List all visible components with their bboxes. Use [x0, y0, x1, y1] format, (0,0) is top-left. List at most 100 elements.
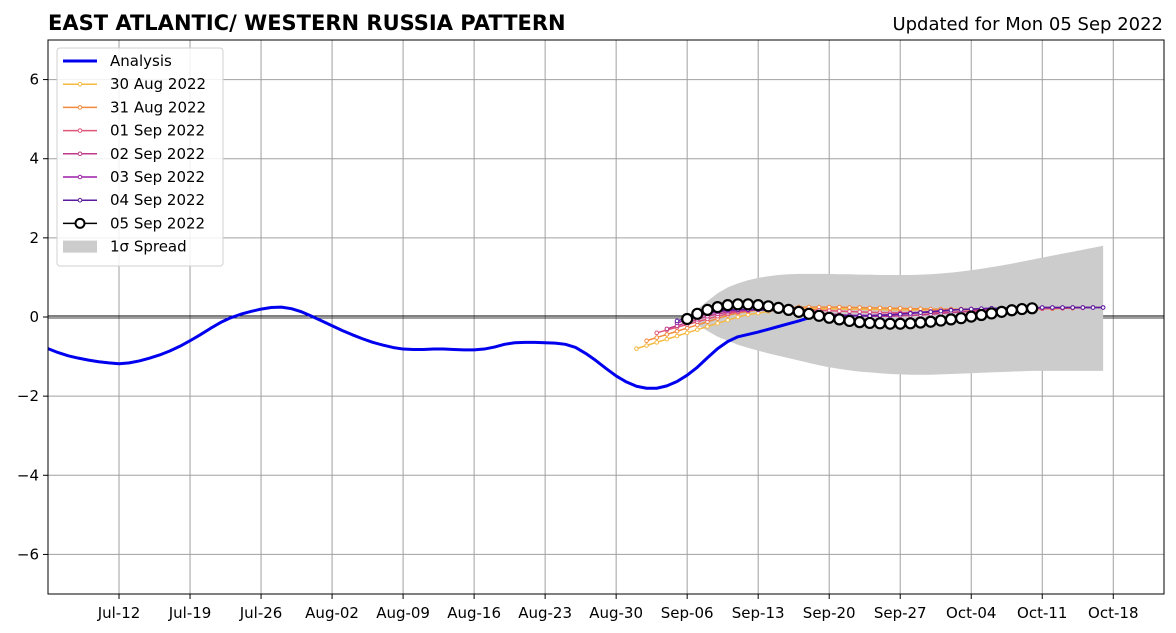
x-tick-label: Jul-19	[168, 604, 212, 622]
legend-entry: 31 Aug 2022	[63, 98, 206, 116]
legend-label: 1σ Spread	[110, 238, 187, 256]
legend-label: 02 Sep 2022	[110, 145, 205, 163]
forecast-point	[644, 343, 649, 348]
forecast-point	[914, 316, 927, 329]
legend-marker	[77, 81, 83, 87]
forecast-point	[715, 321, 720, 326]
forecast-point	[1026, 302, 1039, 315]
forecast-point	[857, 309, 862, 315]
x-tick-label: Sep-06	[661, 604, 714, 622]
forecast-point	[725, 317, 731, 323]
forecast-point	[691, 307, 704, 320]
forecast-point	[1050, 305, 1055, 310]
forecast-point	[833, 313, 846, 326]
forecast-point	[837, 304, 842, 310]
forecast-point	[877, 313, 883, 318]
x-tick-label: Aug-23	[518, 604, 572, 622]
legend-swatch	[63, 240, 97, 253]
series-layer	[47, 298, 1106, 390]
legend-label: 05 Sep 2022	[110, 214, 205, 232]
legend-marker	[77, 105, 83, 110]
forecast-point	[654, 335, 660, 340]
y-tick-label: 2	[29, 229, 39, 247]
legend-entry: 05 Sep 2022	[63, 214, 205, 232]
forecast-point	[908, 306, 913, 311]
x-tick-label: Aug-30	[589, 604, 643, 622]
legend-label: 30 Aug 2022	[110, 75, 206, 93]
forecast-point	[826, 304, 832, 310]
legend-label: 31 Aug 2022	[110, 98, 206, 116]
legend-entry: 30 Aug 2022	[63, 75, 206, 93]
forecast-point	[634, 346, 639, 351]
legend-entry: 01 Sep 2022	[63, 122, 205, 140]
forecast-point	[1100, 305, 1106, 310]
forecast-point	[674, 328, 680, 334]
legend-marker	[74, 217, 86, 229]
forecast-point	[894, 317, 907, 330]
forecast-point	[853, 316, 866, 329]
forecast-point	[644, 338, 649, 344]
forecast-point	[772, 301, 785, 314]
forecast-point	[843, 314, 856, 328]
forecast-point	[944, 313, 958, 326]
legend-entry: 04 Sep 2022	[63, 191, 205, 209]
forecast-point	[877, 305, 883, 311]
forecast-point	[904, 317, 917, 330]
x-tick-label: Oct-11	[1017, 604, 1067, 622]
forecast-point	[701, 303, 714, 316]
forecast-point	[695, 327, 700, 332]
forecast-point	[887, 312, 893, 318]
forecast-point	[812, 309, 826, 322]
legend-entry: Analysis	[63, 52, 172, 70]
forecast-point	[1070, 305, 1075, 310]
forecast-point	[924, 315, 937, 328]
forecast-point	[883, 317, 897, 330]
forecast-point	[792, 305, 805, 318]
legend-marker	[77, 151, 83, 157]
forecast-point	[938, 308, 944, 314]
forecast-point	[802, 307, 816, 320]
forecast-point	[741, 298, 755, 311]
forecast-point	[847, 305, 852, 310]
forecast-point	[873, 317, 887, 330]
forecast-series	[681, 298, 1039, 330]
forecast-point	[958, 307, 964, 312]
legend-marker	[77, 197, 83, 203]
tick-labels: Jul-12 Jul-19 Jul-26 Aug-02 Aug-09 Aug-16 Aug-…	[17, 71, 1139, 622]
forecast-point	[664, 336, 670, 342]
forecast-point	[918, 310, 923, 315]
forecast-point	[863, 316, 876, 330]
legend-label: Analysis	[110, 52, 172, 70]
legend-entry: 02 Sep 2022	[63, 145, 205, 163]
forecast-point	[1060, 305, 1065, 310]
x-tick-label: Aug-09	[376, 604, 430, 622]
forecast-point	[918, 306, 923, 311]
y-tick-label: 0	[29, 308, 39, 326]
forecast-point	[674, 333, 680, 339]
x-tick-label: Sep-20	[803, 604, 856, 622]
y-tick-label: −4	[17, 466, 39, 484]
forecast-point	[654, 330, 660, 336]
forecast-point	[735, 314, 741, 320]
forecast-point	[928, 309, 933, 315]
x-tick-label: Aug-16	[447, 604, 501, 622]
forecast-point	[684, 330, 690, 336]
forecast-point	[1039, 305, 1045, 310]
legend-entry: 1σ Spread	[63, 238, 187, 256]
forecast-point	[684, 325, 690, 331]
legend-marker	[77, 128, 83, 133]
forecast-point	[837, 308, 842, 314]
forecast-point	[664, 326, 670, 332]
forecast-point	[985, 307, 998, 320]
forecast-point	[887, 305, 893, 311]
legend: Analysis 30 Aug 2022 31 Aug 2022 01 Sep 202…	[56, 47, 224, 267]
y-tick-label: 4	[29, 150, 39, 168]
forecast-point	[968, 306, 974, 312]
y-tick-label: 6	[29, 71, 39, 89]
forecast-point	[897, 311, 903, 317]
x-tick-label: Jul-12	[97, 604, 141, 622]
forecast-point	[1005, 304, 1018, 317]
x-tick-label: Oct-04	[946, 604, 996, 622]
grid	[48, 40, 1164, 594]
forecast-point	[867, 305, 873, 311]
